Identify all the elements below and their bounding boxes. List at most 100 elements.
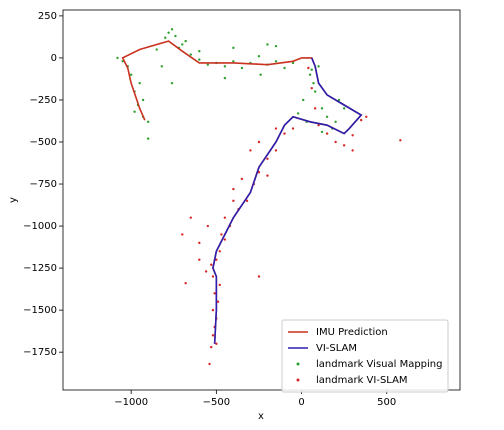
landmark-point — [167, 31, 170, 34]
landmark-point — [160, 65, 164, 68]
landmark-point — [198, 58, 201, 61]
y-tick-label: −1500 — [23, 305, 57, 316]
landmark-point — [266, 43, 269, 46]
y-tick-label: −250 — [30, 95, 57, 106]
legend-label: landmark VI-SLAM — [316, 375, 408, 386]
landmark-point — [320, 107, 324, 110]
landmark-point — [302, 98, 305, 102]
landmark-point — [257, 55, 261, 58]
landmark-point — [359, 118, 363, 122]
landmark-point — [291, 127, 295, 130]
landmark-point — [312, 81, 315, 85]
landmark-point — [189, 216, 192, 219]
landmark-point — [334, 120, 337, 124]
landmark-point — [313, 90, 317, 93]
landmark-point — [307, 66, 310, 70]
landmark-point — [138, 81, 141, 85]
landmark-point — [240, 177, 244, 181]
landmark-point — [232, 60, 235, 63]
landmark-point — [215, 342, 218, 345]
landmark-point — [223, 76, 227, 80]
landmark-point — [116, 56, 119, 60]
landmark-point — [232, 187, 235, 191]
landmark-point — [296, 112, 300, 115]
landmark-point — [170, 81, 174, 85]
x-tick-label: −500 — [203, 397, 230, 408]
landmark-point — [342, 107, 346, 110]
landmark-point — [310, 68, 313, 71]
landmark-point — [351, 134, 354, 137]
landmark-point — [223, 238, 227, 241]
landmark-point — [210, 263, 213, 266]
landmark-point — [283, 66, 286, 70]
legend-label: VI-SLAM — [316, 343, 357, 354]
landmark-point — [189, 53, 192, 56]
landmark-point — [181, 233, 184, 236]
legend-swatch — [296, 378, 300, 382]
landmark-point — [218, 283, 221, 287]
landmark-point — [216, 300, 220, 303]
landmark-point — [133, 110, 136, 113]
landmark-point — [184, 282, 187, 285]
landmark-point — [249, 149, 252, 152]
landmark-point — [257, 140, 261, 144]
landmark-point — [174, 34, 177, 38]
y-tick-label: −1000 — [23, 221, 57, 232]
landmark-point — [204, 270, 208, 273]
landmark-point — [325, 115, 329, 118]
landmark-point — [220, 233, 223, 236]
landmark-point — [365, 115, 368, 118]
y-tick-label: −1250 — [23, 263, 57, 274]
landmark-point — [184, 39, 187, 43]
landmark-point — [141, 98, 145, 102]
landmark-point — [146, 137, 150, 140]
legend-box — [281, 319, 449, 393]
landmark-point — [223, 65, 227, 68]
landmark-point — [342, 144, 346, 147]
landmark-point — [274, 149, 278, 152]
landmark-point — [223, 216, 227, 219]
x-tick-label: 500 — [377, 397, 396, 408]
landmark-point — [283, 132, 286, 135]
landmark-point — [232, 46, 235, 50]
landmark-point — [164, 36, 167, 39]
plot-frame — [62, 9, 461, 391]
landmark-point — [291, 61, 295, 65]
landmark-point — [266, 157, 269, 161]
landmark-point — [334, 140, 337, 144]
landmark-point — [317, 123, 320, 127]
landmark-point — [129, 73, 133, 76]
landmark-point — [308, 73, 312, 76]
landmark-point — [146, 120, 150, 124]
landmark-point — [155, 48, 158, 51]
y-tick-label: 250 — [38, 11, 57, 22]
landmark-point — [208, 362, 211, 366]
landmark-point — [274, 127, 278, 130]
landmark-point — [215, 258, 218, 261]
landmark-point — [211, 334, 215, 337]
y-tick-label: −500 — [30, 137, 57, 148]
landmark-point — [213, 292, 216, 295]
landmark-point — [337, 98, 341, 102]
landmark-point — [313, 107, 317, 110]
landmark-point — [274, 44, 278, 48]
y-tick-label: −1750 — [23, 347, 57, 358]
legend-label: IMU Prediction — [316, 327, 388, 338]
trajectory-line — [121, 40, 363, 344]
landmark-point — [206, 224, 210, 228]
x-tick-label: 0 — [298, 397, 304, 408]
landmark-point — [198, 241, 201, 245]
landmark-point — [320, 130, 324, 134]
landmark-point — [211, 275, 215, 278]
landmark-point — [351, 149, 354, 152]
y-axis-label: y — [8, 197, 19, 203]
landmark-point — [325, 132, 329, 135]
landmark-point — [259, 73, 262, 76]
landmark-point — [317, 65, 320, 68]
landmark-point — [257, 275, 261, 278]
y-tick-label: −750 — [30, 179, 57, 190]
landmark-point — [210, 345, 213, 349]
landmark-point — [240, 66, 244, 70]
trajectory-line — [212, 57, 363, 344]
